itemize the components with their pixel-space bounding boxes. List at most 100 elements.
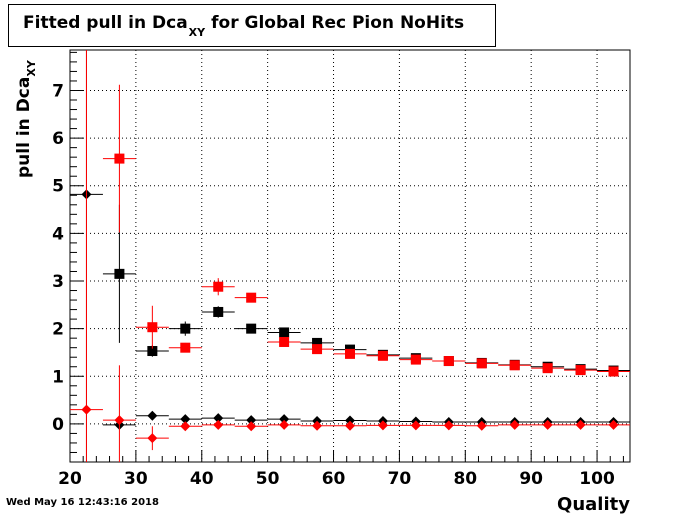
diamond-marker xyxy=(213,419,224,430)
data-point xyxy=(333,415,367,426)
square-marker xyxy=(114,153,125,164)
data-point xyxy=(300,420,334,431)
y-tick-label: 4 xyxy=(52,224,64,244)
square-marker xyxy=(410,354,421,365)
diamond-marker xyxy=(279,414,290,425)
data-point xyxy=(168,414,202,425)
square-marker xyxy=(147,346,158,357)
grid-lines xyxy=(70,50,630,462)
data-point xyxy=(267,414,301,425)
data-point xyxy=(333,420,367,431)
data-point xyxy=(597,419,630,430)
y-tick-label: 2 xyxy=(52,320,64,340)
data-point xyxy=(102,84,136,233)
square-marker xyxy=(180,323,191,334)
diamond-marker xyxy=(476,420,487,431)
data-point xyxy=(432,356,466,367)
chart-title-subscript: XY xyxy=(188,26,206,39)
data-point xyxy=(597,366,630,377)
diamond-marker xyxy=(410,420,421,431)
data-point xyxy=(267,327,301,338)
x-axis-label: Quality xyxy=(557,494,630,514)
square-marker xyxy=(608,366,619,377)
square-marker xyxy=(279,336,290,347)
square-marker xyxy=(147,322,158,333)
data-point xyxy=(201,419,235,430)
y-axis-label: pull in DcaXY xyxy=(14,59,38,178)
diamond-marker xyxy=(147,410,158,421)
y-axis-label-main: pull in Dca xyxy=(14,77,34,178)
chart-title-prefix: Fitted pull in Dca xyxy=(23,13,188,33)
diamond-marker xyxy=(575,419,586,430)
chart-title: Fitted pull in DcaXY for Global Rec Pion … xyxy=(8,4,496,47)
diamond-marker xyxy=(147,433,158,444)
data-point xyxy=(366,350,400,361)
square-marker xyxy=(476,358,487,369)
y-axis-label-subscript: XY xyxy=(25,59,38,76)
data-point xyxy=(234,421,268,432)
square-marker xyxy=(312,344,323,355)
x-tick-label: 50 xyxy=(256,469,280,489)
diamond-marker xyxy=(213,413,224,424)
x-tick-label: 20 xyxy=(58,469,82,489)
data-point xyxy=(135,410,169,421)
plot-frame xyxy=(69,49,631,463)
diamond-marker xyxy=(443,420,454,431)
data-point xyxy=(168,421,202,432)
diamond-marker xyxy=(114,415,125,426)
square-marker xyxy=(246,292,257,303)
square-marker xyxy=(246,323,257,334)
y-tick-label: 3 xyxy=(52,272,64,292)
data-point xyxy=(531,419,565,430)
square-marker xyxy=(213,306,224,317)
data-point xyxy=(234,415,268,426)
data-point xyxy=(267,419,301,430)
diamond-marker xyxy=(377,420,388,431)
y-tick-label: 7 xyxy=(52,81,64,101)
data-point xyxy=(135,426,169,451)
x-tick-label: 70 xyxy=(388,469,412,489)
data-point xyxy=(366,420,400,431)
diamond-marker xyxy=(509,419,520,430)
square-marker xyxy=(279,327,290,338)
data-point xyxy=(465,358,499,369)
data-point xyxy=(234,292,268,303)
square-marker xyxy=(443,356,454,367)
diamond-marker xyxy=(312,420,323,431)
data-point xyxy=(399,420,433,431)
data-point xyxy=(135,305,169,349)
x-tick-label: 80 xyxy=(453,469,477,489)
data-point xyxy=(333,348,367,359)
diamond-marker xyxy=(345,420,355,431)
diamond-marker xyxy=(246,421,257,432)
data-point xyxy=(564,365,598,376)
data-point xyxy=(168,342,202,353)
x-tick-label: 40 xyxy=(190,469,214,489)
square-marker xyxy=(575,365,586,376)
data-point xyxy=(300,344,334,355)
square-marker xyxy=(114,268,125,279)
data-point xyxy=(432,420,466,431)
diamond-marker xyxy=(345,415,355,426)
x-tick-label: 60 xyxy=(322,469,346,489)
x-tick-label: 30 xyxy=(124,469,148,489)
diamond-marker xyxy=(180,421,191,432)
y-tick-label: 5 xyxy=(52,177,64,197)
square-marker xyxy=(509,360,520,371)
diamond-marker xyxy=(180,414,191,425)
data-point xyxy=(234,323,268,334)
x-tick-label: 100 xyxy=(579,469,615,489)
square-marker xyxy=(180,342,191,353)
diamond-marker xyxy=(81,404,92,415)
diamond-marker xyxy=(608,419,619,430)
data-point xyxy=(70,50,103,462)
data-point xyxy=(564,419,598,430)
diamond-marker xyxy=(542,419,553,430)
data-point xyxy=(465,420,499,431)
y-tick-label: 6 xyxy=(52,129,64,149)
square-marker xyxy=(377,350,388,361)
data-point xyxy=(201,413,235,424)
data-point xyxy=(498,419,532,430)
y-tick-label: 1 xyxy=(52,367,64,387)
square-marker xyxy=(542,363,553,374)
